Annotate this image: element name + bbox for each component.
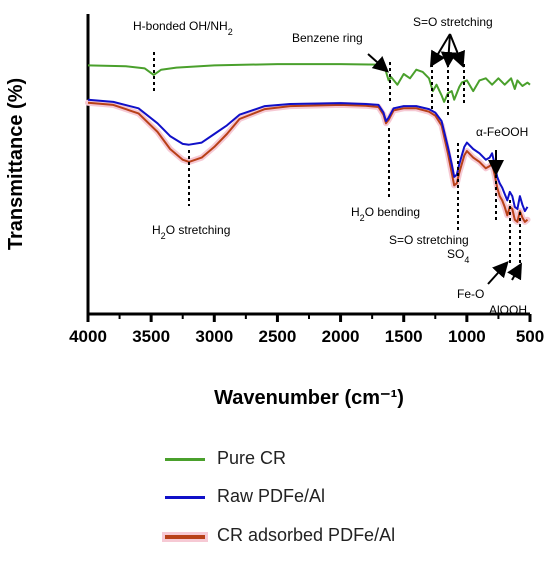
anno-label-alpha-feooh: α-FeOOH	[476, 125, 528, 139]
series-line-cr-adsorbed-pdfe-al	[87, 101, 529, 223]
anno-label-h2o-bend: H2O bending	[351, 205, 420, 223]
ftir-chart: 4000 3500 3000 2500 2000 1500 1000 500 Wavenumbe…	[5, 14, 544, 409]
anno-label-h-bonded: H-bonded OH/NH2	[133, 19, 233, 37]
anno-label-so4: SO4	[447, 247, 469, 265]
legend-label-pure-cr: Pure CR	[217, 448, 287, 468]
anno-label-feo: Fe-O	[457, 287, 484, 301]
anno-label-so-stretch-low: S=O stretching	[389, 233, 469, 247]
anno-arrow-alooh	[507, 262, 522, 281]
legend-swatch-cr-adsorbed	[165, 535, 205, 539]
series-line-pure-cr	[87, 63, 531, 103]
anno-label-benzene: Benzene ring	[292, 31, 363, 45]
anno-arrow-so-top-3	[449, 33, 465, 68]
y-axis-label: Transmittance (%)	[5, 78, 27, 250]
legend-swatch-pure-cr	[165, 458, 205, 461]
anno-arrow-benzene	[367, 53, 389, 73]
legend-swatch-raw	[165, 496, 205, 499]
series-group	[85, 63, 531, 225]
x-tick-label: 3000	[195, 327, 233, 346]
anno-arrow-feo	[487, 261, 509, 285]
x-tick-label: 1000	[448, 327, 486, 346]
anno-label-alooh: AlOOH	[489, 303, 527, 317]
x-tick-label: 2500	[259, 327, 297, 346]
axes: 4000 3500 3000 2500 2000 1500 1000 500 Wavenumbe…	[5, 14, 544, 409]
x-tick-label: 2000	[322, 327, 360, 346]
anno-arrow-so-top-2	[440, 33, 457, 68]
series-line-raw-pdfe-al	[87, 98, 529, 213]
anno-arrow-so-top-1	[429, 33, 451, 68]
anno-label-h2o-stretch: H2O stretching	[152, 223, 230, 241]
anno-label-so-stretch-top: S=O stretching	[413, 15, 493, 29]
x-tick-label: 4000	[69, 327, 107, 346]
x-tick-label: 3500	[132, 327, 170, 346]
x-tick-label: 1500	[385, 327, 423, 346]
legend-label-raw: Raw PDFe/Al	[217, 486, 326, 506]
legend-label-cr-adsorbed: CR adsorbed PDFe/Al	[217, 525, 396, 545]
annotations: H-bonded OH/NH2 Benzene ring S=O stretchin…	[133, 15, 528, 317]
x-tick-label: 500	[516, 327, 544, 346]
x-axis-label: Wavenumber (cm⁻¹)	[214, 387, 404, 409]
